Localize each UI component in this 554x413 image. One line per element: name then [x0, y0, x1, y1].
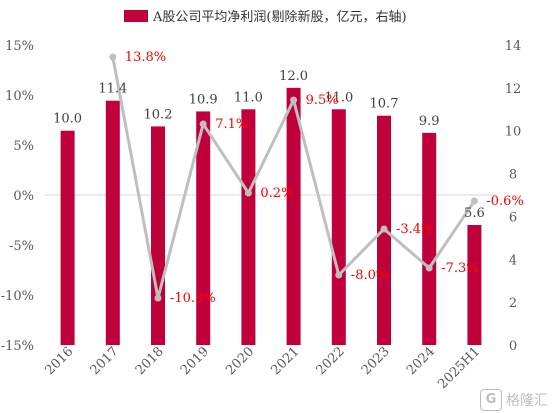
right-tick-label: 2: [509, 296, 517, 311]
bar: [196, 111, 211, 345]
left-tick-label: 15%: [5, 39, 34, 54]
bar: [60, 130, 75, 345]
right-tick-label: 12: [505, 82, 522, 97]
bar-value-label: 5.6: [464, 206, 485, 221]
bar: [241, 109, 256, 346]
bar-value-label: 11.0: [234, 90, 263, 105]
bar: [286, 87, 301, 345]
data-labels: 10.0 11.4 10.2 10.9 11.0 12.0 11.0 10.7 9.9 5.6 13…: [53, 50, 524, 306]
left-tick-label: 10%: [5, 89, 34, 104]
legend: A股公司平均净利润(剔除新股，亿元，右轴): [124, 9, 407, 25]
bar: [105, 100, 120, 345]
growth-value-label: 7.1%: [215, 117, 248, 132]
bar-value-label: 10.2: [144, 107, 173, 122]
left-tick-label: 0%: [13, 189, 34, 204]
growth-point: [380, 225, 388, 233]
growth-value-label: -8.0%: [351, 268, 388, 283]
bar-value-label: 10.9: [189, 92, 218, 107]
growth-point: [425, 264, 433, 272]
growth-value-label: 0.2%: [260, 186, 293, 201]
growth-line-series: [109, 53, 478, 302]
left-tick-label: -5%: [9, 239, 34, 254]
growth-point: [244, 189, 252, 197]
legend-label: A股公司平均净利润(剔除新股，亿元，右轴): [152, 9, 407, 25]
bar-value-label: 12.0: [279, 69, 308, 84]
right-tick-label: 6: [509, 210, 517, 225]
right-tick-label: 0: [509, 339, 517, 354]
bar-value-label: 10.7: [370, 97, 399, 112]
growth-point: [290, 96, 298, 104]
right-tick-label: 10: [505, 125, 522, 140]
bar-value-label: 9.9: [419, 114, 440, 129]
bar-value-label: 11.0: [324, 90, 353, 105]
growth-point: [335, 271, 343, 279]
growth-value-label: -3.4%: [396, 222, 433, 237]
g-logo-icon: G: [480, 389, 502, 411]
bar-value-label: 10.0: [53, 112, 82, 127]
growth-value-label: -7.3%: [441, 261, 478, 276]
growth-point: [470, 197, 478, 205]
watermark: G 格隆汇: [480, 389, 548, 411]
growth-value-label: -10.3%: [170, 291, 216, 306]
growth-value-label: 13.8%: [125, 50, 166, 65]
left-tick-label: -15%: [1, 339, 34, 354]
growth-value-label: 9.5%: [306, 93, 339, 108]
bar: [331, 109, 346, 346]
growth-value-label: -0.6%: [486, 194, 523, 209]
bar: [467, 225, 482, 345]
left-tick-label: -10%: [1, 289, 34, 304]
left-tick-label: 5%: [13, 139, 34, 154]
growth-point: [154, 294, 162, 302]
right-tick-label: 8: [509, 168, 517, 183]
legend-swatch: [124, 10, 148, 22]
bar: [151, 126, 165, 345]
growth-point: [109, 53, 117, 61]
watermark-text: 格隆汇: [506, 393, 548, 409]
right-tick-label: 4: [509, 253, 517, 268]
bar: [422, 132, 437, 345]
growth-point: [199, 120, 207, 128]
bar-value-label: 11.4: [98, 82, 127, 97]
right-tick-label: 14: [505, 39, 522, 54]
